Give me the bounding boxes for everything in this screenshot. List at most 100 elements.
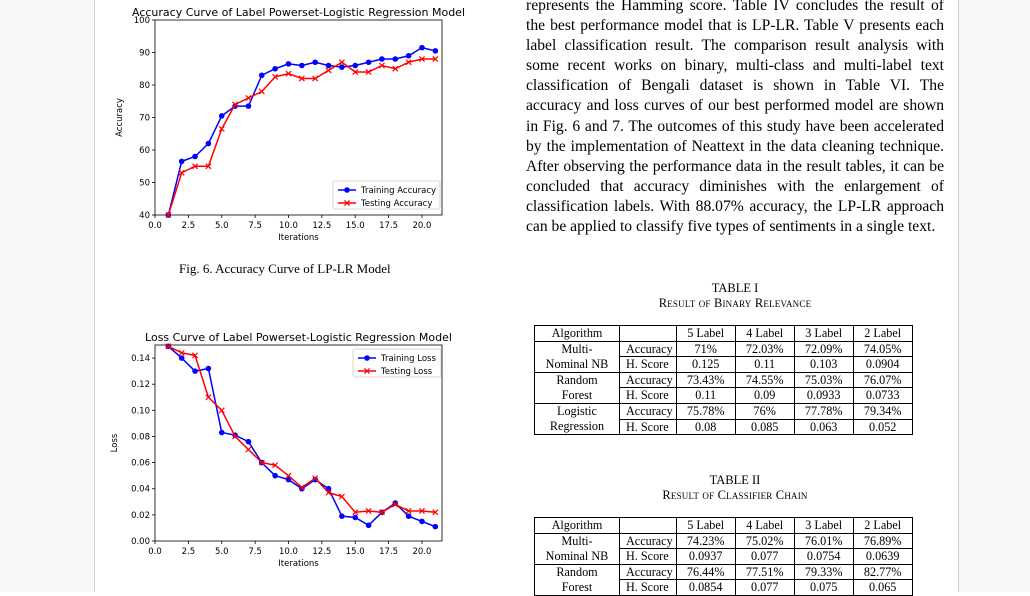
data-point <box>365 59 372 66</box>
accuracy-chart: Accuracy Curve of Label Powerset-Logisti… <box>115 6 465 243</box>
data-point <box>285 476 292 483</box>
data-point <box>432 55 439 63</box>
data-point <box>192 153 198 160</box>
value-cell: 75.78% <box>675 402 736 420</box>
data-point <box>192 368 198 374</box>
data-point <box>205 365 212 372</box>
algorithm-cell: Logistic <box>534 403 620 420</box>
y-tick-label: 0.12 <box>131 380 150 390</box>
table-header-cell: 4 Label <box>734 517 795 534</box>
algorithm-cell: Nominal NB <box>534 548 620 565</box>
plot-frame <box>154 344 443 542</box>
value-cell: 74.23% <box>675 532 736 550</box>
value-cell: 73.43% <box>675 371 736 389</box>
x-axis-label: Iterations <box>278 559 319 569</box>
table-2-number: TABLE II <box>709 473 761 487</box>
data-point <box>258 72 265 79</box>
data-point <box>325 489 332 496</box>
legend-marker <box>364 355 370 361</box>
value-cell: 0.085 <box>734 418 795 436</box>
data-point <box>312 75 319 82</box>
value-cell: 0.065 <box>852 579 913 596</box>
loss-chart: Loss Curve of Label Powerset-Logistic Re… <box>110 331 452 569</box>
value-cell: 76% <box>734 402 795 420</box>
table-row: Multi- Accuracy 71% 72.03% 72.09% 74.05% <box>534 340 913 358</box>
data-point <box>299 62 305 69</box>
table-header-cell: 5 Label <box>675 325 736 342</box>
value-cell: 0.08 <box>675 418 736 436</box>
value-cell: 74.55% <box>734 371 795 389</box>
value-cell: 0.09 <box>734 387 795 404</box>
value-cell: 82.77% <box>852 563 913 581</box>
data-point <box>232 433 239 440</box>
data-point <box>405 59 412 66</box>
metric-cell: H. Score <box>619 579 677 596</box>
metric-cell: H. Score <box>619 387 677 404</box>
data-point <box>418 55 426 63</box>
data-point <box>325 62 332 69</box>
body-paragraph: represents the Hamming score. Table IV c… <box>526 0 944 236</box>
value-cell: 0.0937 <box>675 548 736 565</box>
table-header-row: Algorithm 5 Label 4 Label 3 Label 2 Label <box>534 325 913 342</box>
metric-cell: Accuracy <box>619 532 677 550</box>
x-tick-label: 7.5 <box>248 547 262 557</box>
data-point <box>352 68 359 76</box>
data-point <box>325 67 332 74</box>
y-axis-label: Loss <box>110 433 120 452</box>
x-tick-label: 20.0 <box>413 221 432 231</box>
value-cell: 74.05% <box>852 340 913 358</box>
table-row: Nominal NB H. Score 0.125 0.11 0.103 0.0904 <box>534 356 913 373</box>
value-cell: 79.34% <box>852 402 913 420</box>
data-point <box>379 56 385 62</box>
data-point <box>205 163 212 170</box>
x-tick-label: 15.0 <box>346 221 365 231</box>
viewer-right-margin <box>959 0 1030 592</box>
data-point <box>312 476 318 483</box>
table-1-heading: TABLE I Result of Binary Relevance <box>526 281 944 311</box>
value-cell: 0.0754 <box>793 548 854 565</box>
data-point <box>218 429 225 436</box>
table-2-heading: TABLE II Result of Classifier Chain <box>526 473 944 503</box>
value-cell: 77.51% <box>734 563 795 581</box>
value-cell: 72.03% <box>734 340 795 358</box>
algorithm-cell: Nominal NB <box>534 356 620 373</box>
legend-label: Training Loss <box>380 354 436 364</box>
data-point <box>165 211 172 219</box>
data-point <box>365 68 372 76</box>
y-tick-label: 80 <box>139 81 150 91</box>
data-point <box>432 48 439 54</box>
data-point <box>272 73 279 80</box>
data-point <box>218 407 225 414</box>
table-row: Forest H. Score 0.0854 0.077 0.075 0.065 <box>534 579 913 596</box>
y-tick-label: 0.04 <box>131 485 150 495</box>
table-row: Logistic Accuracy 75.78% 76% 77.78% 79.34% <box>534 402 913 420</box>
table-header-cell <box>619 325 677 342</box>
data-point <box>285 70 292 77</box>
algorithm-cell: Multi- <box>534 341 620 357</box>
legend-label: Testing Loss <box>380 367 433 377</box>
algorithm-cell: Forest <box>534 387 620 404</box>
table-row: Forest H. Score 0.11 0.09 0.0933 0.0733 <box>534 387 913 404</box>
data-point <box>432 509 439 516</box>
data-point <box>192 352 199 359</box>
table-2-title: Result of Classifier Chain <box>662 488 808 502</box>
value-cell: 0.077 <box>734 548 795 565</box>
data-point <box>298 484 305 491</box>
legend-box <box>352 348 442 378</box>
x-axis-label: Iterations <box>278 233 319 243</box>
legend-label: Testing Accuracy <box>360 199 432 209</box>
viewer-left-margin <box>0 0 94 592</box>
data-point <box>352 62 359 69</box>
data-point <box>272 472 278 479</box>
y-tick-label: 0.06 <box>131 459 150 469</box>
data-point <box>339 513 345 519</box>
data-point <box>245 438 252 445</box>
value-cell: 77.78% <box>793 402 854 420</box>
value-cell: 76.89% <box>852 532 913 550</box>
data-point <box>419 44 425 51</box>
data-point <box>378 62 385 69</box>
x-tick-label: 10.0 <box>279 547 298 557</box>
data-point <box>419 518 425 525</box>
value-cell: 0.11 <box>675 387 736 404</box>
y-tick-label: 100 <box>134 16 150 26</box>
